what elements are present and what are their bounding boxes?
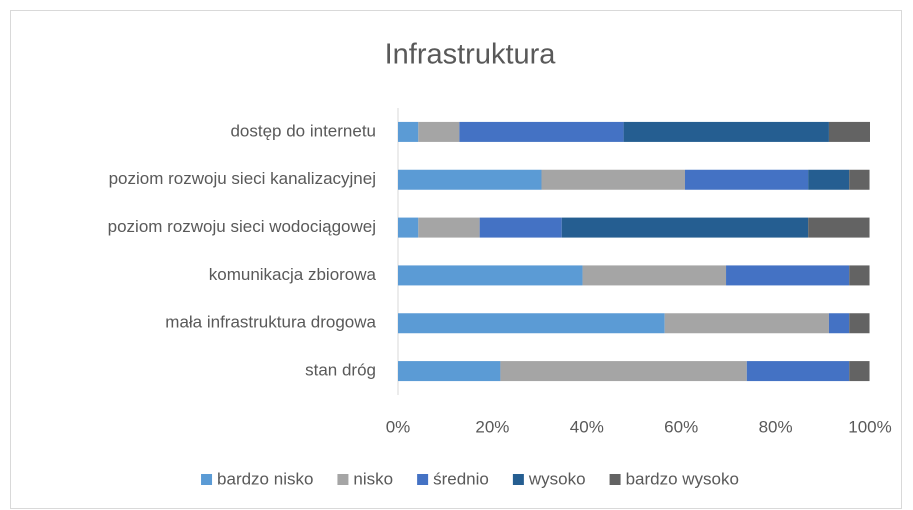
legend-swatch xyxy=(609,474,621,485)
bar-segment xyxy=(684,169,809,190)
bar-segment xyxy=(541,169,685,190)
bar-segment xyxy=(418,121,460,142)
x-tick-label: 40% xyxy=(570,417,604,436)
bar-segment xyxy=(623,121,829,142)
x-tick-label: 20% xyxy=(475,417,509,436)
legend-swatch xyxy=(201,474,213,485)
legend-label: bardzo wysoko xyxy=(626,469,739,488)
bar-segment xyxy=(808,217,870,238)
bar-segment xyxy=(849,313,870,334)
bar-segment xyxy=(418,217,480,238)
legend-label: bardzo nisko xyxy=(217,469,313,488)
bar-segment xyxy=(828,313,850,334)
bar-segment xyxy=(849,169,870,190)
bar-segment xyxy=(808,169,850,190)
x-tick-label: 80% xyxy=(759,417,793,436)
y-tick-label: poziom rozwoju sieci wodociągowej xyxy=(108,217,376,236)
bar-segment xyxy=(398,313,665,334)
bar-segment xyxy=(561,217,809,238)
bar-segment xyxy=(398,265,583,286)
bar-segment xyxy=(746,361,850,382)
bar-segment xyxy=(398,121,419,142)
legend-swatch xyxy=(417,474,429,485)
bar-segment xyxy=(459,121,624,142)
legend-swatch xyxy=(337,474,349,485)
bar-segment xyxy=(664,313,829,334)
legend-label: wysoko xyxy=(528,469,586,488)
bar-segment xyxy=(582,265,727,286)
x-tick-label: 100% xyxy=(848,417,891,436)
x-tick-label: 60% xyxy=(664,417,698,436)
chart-frame xyxy=(10,10,902,509)
bar-segment xyxy=(398,169,542,190)
y-tick-label: stan dróg xyxy=(305,361,376,380)
y-tick-label: mała infrastruktura drogowa xyxy=(165,313,376,332)
legend-label: średnio xyxy=(433,469,489,488)
bar-segment xyxy=(828,121,870,142)
bar-segment xyxy=(398,217,419,238)
chart-title: Infrastruktura xyxy=(385,39,557,71)
x-tick-label: 0% xyxy=(386,417,411,436)
legend-label: nisko xyxy=(353,469,393,488)
bar-segment xyxy=(849,265,870,286)
y-tick-label: dostęp do internetu xyxy=(230,121,376,140)
bar-segment xyxy=(398,361,501,382)
bar-segment xyxy=(500,361,747,382)
bar-segment xyxy=(726,265,850,286)
bar-segment xyxy=(479,217,562,238)
bar-segment xyxy=(849,361,870,382)
y-tick-label: poziom rozwoju sieci kanalizacyjnej xyxy=(109,169,376,188)
y-tick-label: komunikacja zbiorowa xyxy=(209,265,377,284)
legend-swatch xyxy=(512,474,524,485)
